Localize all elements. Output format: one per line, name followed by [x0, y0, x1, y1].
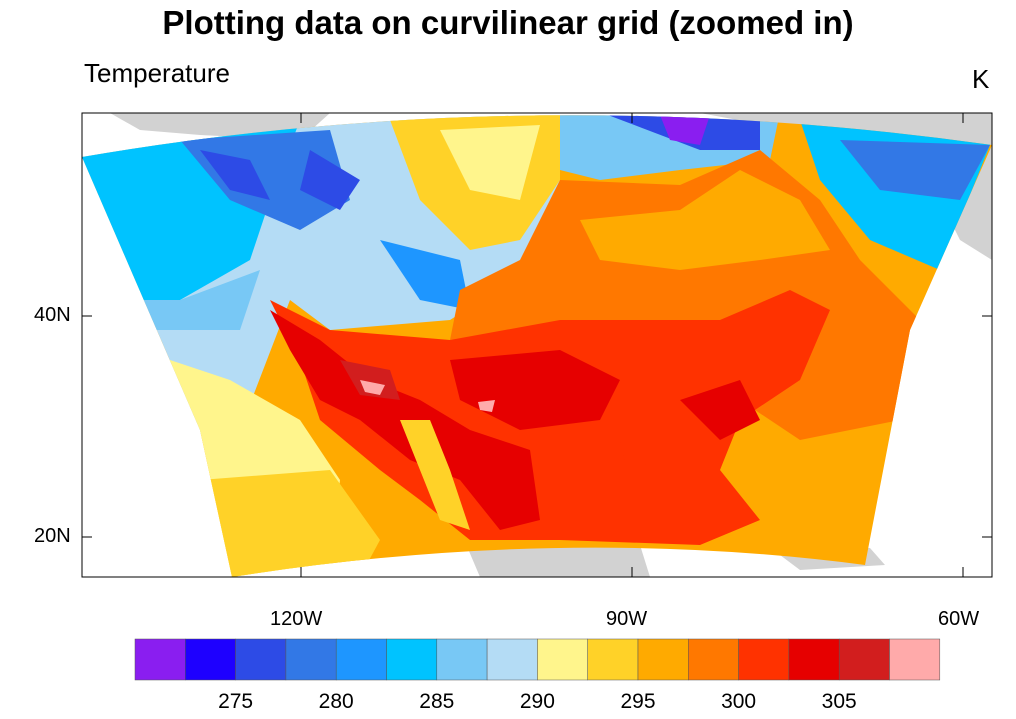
- colorbar: 275 280 285 290 295 300 305: [134, 638, 941, 713]
- colorbar-label: 290: [520, 690, 555, 713]
- colorbar-label: 305: [822, 690, 857, 713]
- plot-title: Plotting data on curvilinear grid (zoome…: [162, 4, 854, 41]
- colorbar-box: [335, 638, 387, 681]
- lon-tick-label: 60W: [938, 608, 980, 630]
- variable-label: Temperature: [84, 58, 230, 88]
- colorbar-box: [235, 638, 287, 681]
- colorbar-box: [537, 638, 588, 681]
- colorbar-box: [587, 638, 639, 681]
- colorbar-box: [134, 638, 186, 681]
- lat-tick-label: 40N: [34, 304, 71, 326]
- colorbar-box: [486, 638, 538, 681]
- colorbar-label: 275: [218, 690, 253, 713]
- colorbar-label: 300: [721, 690, 756, 713]
- lon-tick-label: 90W: [606, 608, 648, 630]
- colorbar-label: 285: [419, 690, 454, 713]
- colorbar-box: [738, 638, 790, 681]
- colorbar-label: 295: [620, 690, 655, 713]
- colorbar-label: 280: [319, 690, 354, 713]
- lat-tick-label: 20N: [34, 525, 71, 547]
- lon-tick-label: 120W: [270, 608, 323, 630]
- colorbar-box: [386, 638, 438, 681]
- map-frame: [81, 112, 993, 578]
- colorbar-box: [436, 638, 488, 681]
- colorbar-box: [185, 638, 236, 681]
- colorbar-box: [285, 638, 337, 681]
- colorbar-box: [889, 638, 941, 681]
- colorbar-box: [788, 638, 840, 681]
- colorbar-box: [637, 638, 689, 681]
- colorbar-box: [838, 638, 890, 681]
- colorbar-box: [688, 638, 739, 681]
- temperature-field: [82, 115, 992, 577]
- units-label: K: [972, 64, 990, 94]
